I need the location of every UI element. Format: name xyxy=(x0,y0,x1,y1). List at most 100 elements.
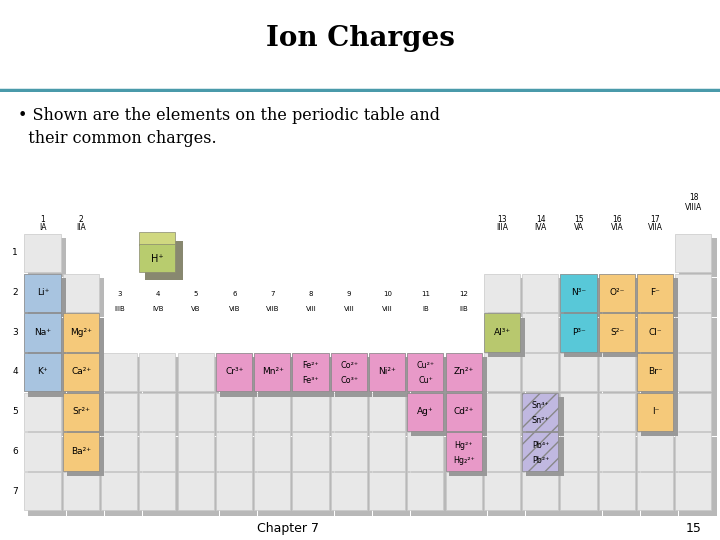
Bar xyxy=(373,357,410,396)
Bar xyxy=(178,353,214,392)
Bar xyxy=(297,476,334,516)
Text: VIIB: VIIB xyxy=(266,306,279,313)
Bar xyxy=(487,318,526,357)
Text: Co³⁺: Co³⁺ xyxy=(340,376,359,385)
Bar xyxy=(24,313,60,352)
Text: VIB: VIB xyxy=(228,306,240,313)
Bar xyxy=(522,393,558,431)
Text: IIIA: IIIA xyxy=(496,224,508,232)
Bar xyxy=(254,393,290,431)
Text: P³⁻: P³⁻ xyxy=(572,328,585,337)
Bar xyxy=(603,278,640,317)
Bar xyxy=(373,437,410,476)
Bar xyxy=(63,433,99,471)
Bar xyxy=(292,353,328,392)
Bar xyxy=(292,472,328,510)
Bar xyxy=(449,357,487,396)
Bar xyxy=(522,274,558,312)
Bar xyxy=(637,472,673,510)
Bar xyxy=(446,393,482,431)
Bar xyxy=(637,274,673,312)
Bar xyxy=(675,433,711,471)
Bar xyxy=(101,393,137,431)
Text: 9: 9 xyxy=(347,291,351,296)
Text: 5: 5 xyxy=(12,407,18,416)
Text: 12: 12 xyxy=(459,291,469,296)
Text: VIII: VIII xyxy=(343,306,354,313)
Text: IIB: IIB xyxy=(459,306,468,313)
Bar xyxy=(258,357,296,396)
Text: Cd²⁺: Cd²⁺ xyxy=(454,407,474,416)
Bar xyxy=(449,397,487,436)
Bar xyxy=(63,472,99,510)
Bar xyxy=(484,433,520,471)
Bar xyxy=(487,397,526,436)
Bar xyxy=(28,397,66,436)
Bar xyxy=(373,357,410,396)
Bar xyxy=(564,278,602,317)
Bar xyxy=(522,353,558,392)
Text: VA: VA xyxy=(574,224,584,232)
Text: Sn⁴⁺: Sn⁴⁺ xyxy=(532,401,549,410)
Text: Ion Charges: Ion Charges xyxy=(266,25,454,52)
Bar xyxy=(408,353,444,392)
Bar xyxy=(254,353,290,392)
Bar xyxy=(101,472,137,510)
Bar xyxy=(28,278,66,317)
Bar xyxy=(297,437,334,476)
Bar xyxy=(181,476,219,516)
Bar xyxy=(599,274,635,312)
Bar xyxy=(297,397,334,436)
Bar xyxy=(67,397,104,436)
Bar xyxy=(641,278,678,317)
Bar xyxy=(487,437,526,476)
Bar xyxy=(599,313,635,352)
Bar xyxy=(297,357,334,396)
Text: 3: 3 xyxy=(12,328,18,337)
Bar xyxy=(641,476,678,516)
Bar xyxy=(101,353,137,392)
Bar xyxy=(411,357,449,396)
Bar xyxy=(675,313,711,352)
Bar xyxy=(67,357,104,396)
Text: IIA: IIA xyxy=(76,224,86,232)
Bar xyxy=(63,393,99,431)
Bar xyxy=(522,313,558,352)
Text: Br⁻: Br⁻ xyxy=(648,367,662,376)
Bar xyxy=(178,472,214,510)
Bar xyxy=(140,353,176,392)
Bar xyxy=(526,437,564,476)
Bar xyxy=(603,476,640,516)
Bar xyxy=(599,353,635,392)
Bar xyxy=(140,433,176,471)
Text: Cl⁻: Cl⁻ xyxy=(649,328,662,337)
Bar xyxy=(484,313,520,352)
Text: I⁻: I⁻ xyxy=(652,407,659,416)
Bar xyxy=(63,353,99,392)
Bar xyxy=(140,244,176,272)
Bar xyxy=(484,393,520,431)
Bar xyxy=(487,476,526,516)
Text: IVB: IVB xyxy=(152,306,163,313)
Bar xyxy=(487,278,526,317)
Bar xyxy=(679,476,716,516)
Text: Sr²⁺: Sr²⁺ xyxy=(72,407,90,416)
Bar xyxy=(484,472,520,510)
Bar xyxy=(526,397,564,436)
Bar xyxy=(411,437,449,476)
Text: 2: 2 xyxy=(78,215,84,224)
Bar xyxy=(335,357,372,396)
Bar xyxy=(522,393,558,431)
Bar xyxy=(216,353,252,392)
Text: 4: 4 xyxy=(156,291,160,296)
Text: 7: 7 xyxy=(12,487,18,496)
Bar xyxy=(522,472,558,510)
Text: 6: 6 xyxy=(232,291,237,296)
Text: Hg₂²⁺: Hg₂²⁺ xyxy=(453,456,475,464)
Bar xyxy=(330,393,367,431)
Bar xyxy=(526,278,564,317)
Text: 7: 7 xyxy=(270,291,275,296)
Bar xyxy=(641,318,678,357)
Text: IVA: IVA xyxy=(534,224,546,232)
Text: IIIB: IIIB xyxy=(114,306,125,313)
